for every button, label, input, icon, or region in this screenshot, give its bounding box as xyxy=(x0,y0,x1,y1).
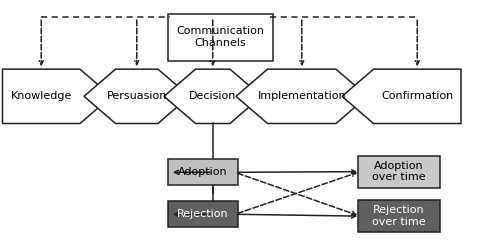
FancyBboxPatch shape xyxy=(168,201,238,227)
Text: Confirmation: Confirmation xyxy=(381,91,454,101)
Polygon shape xyxy=(236,69,368,124)
Text: Decision: Decision xyxy=(189,91,236,101)
Text: Rejection
over time: Rejection over time xyxy=(372,205,426,227)
Text: Rejection: Rejection xyxy=(176,209,229,219)
Polygon shape xyxy=(164,69,262,124)
Polygon shape xyxy=(342,69,461,124)
Polygon shape xyxy=(84,69,190,124)
Text: Knowledge: Knowledge xyxy=(10,91,72,101)
FancyBboxPatch shape xyxy=(168,159,238,185)
Text: Persuasion: Persuasion xyxy=(106,91,167,101)
Text: Communication
Channels: Communication Channels xyxy=(176,26,264,48)
Text: Adoption: Adoption xyxy=(178,167,228,177)
Text: Implementation: Implementation xyxy=(258,91,346,101)
FancyBboxPatch shape xyxy=(358,200,440,232)
Polygon shape xyxy=(2,69,112,124)
FancyBboxPatch shape xyxy=(168,14,272,61)
Text: Adoption
over time: Adoption over time xyxy=(372,161,426,183)
FancyBboxPatch shape xyxy=(358,156,440,188)
